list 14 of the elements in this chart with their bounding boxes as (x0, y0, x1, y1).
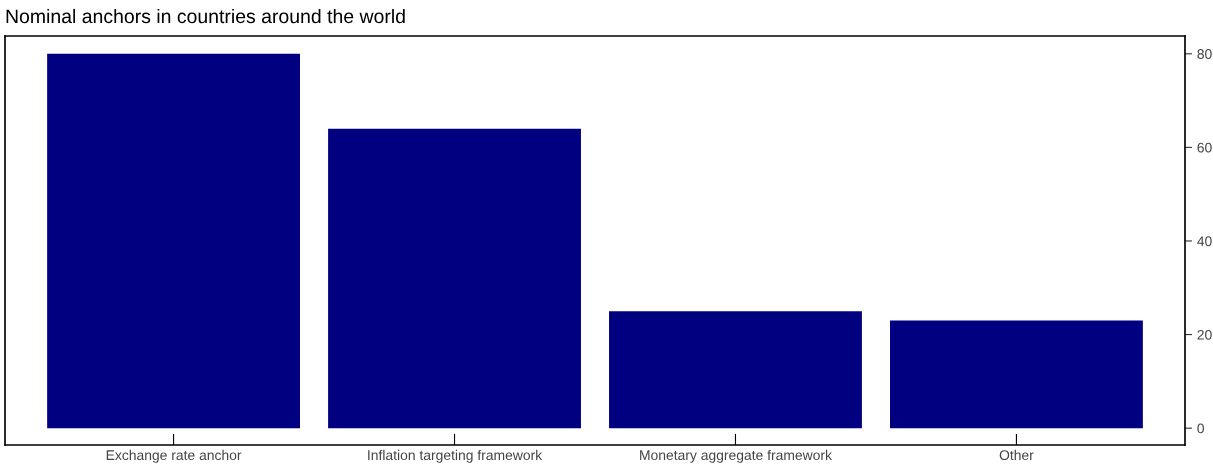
bar (47, 53, 300, 429)
y-tick-label: 80 (1197, 49, 1212, 59)
x-tick-label: Other (999, 449, 1034, 461)
x-tick-label: Monetary aggregate framework (640, 449, 832, 463)
y-tick-label: 60 (1197, 142, 1212, 153)
bar (890, 320, 1143, 429)
bar (328, 128, 581, 429)
y-tick-label: 20 (1197, 329, 1212, 340)
chart-title: Nominal anchors in countries around the world (6, 8, 405, 24)
x-tick-label: Inflation targeting framework (368, 449, 543, 463)
x-tick-label: Exchange rate anchor (106, 449, 242, 463)
y-tick-label: 40 (1197, 236, 1212, 247)
y-tick-label: 0 (1197, 423, 1204, 434)
bar (609, 311, 862, 429)
